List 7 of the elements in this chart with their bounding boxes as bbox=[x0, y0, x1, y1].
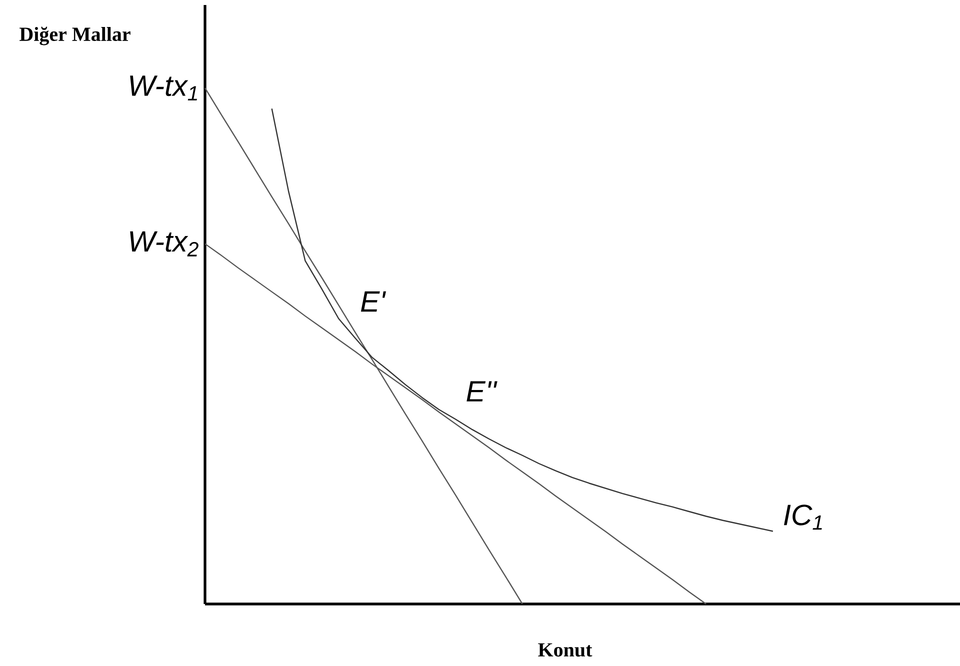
x-axis-title: Konut bbox=[538, 643, 592, 657]
annotation: IC$_{1}$ bbox=[784, 504, 822, 530]
annotation: E'' bbox=[466, 381, 498, 402]
y-axis-title: Diğer Mallar bbox=[20, 26, 130, 46]
text: W-tx$_{2}$ bbox=[130, 231, 198, 256]
annotation: E' bbox=[360, 291, 386, 312]
text: W-tx$_{1}$ bbox=[130, 76, 197, 100]
